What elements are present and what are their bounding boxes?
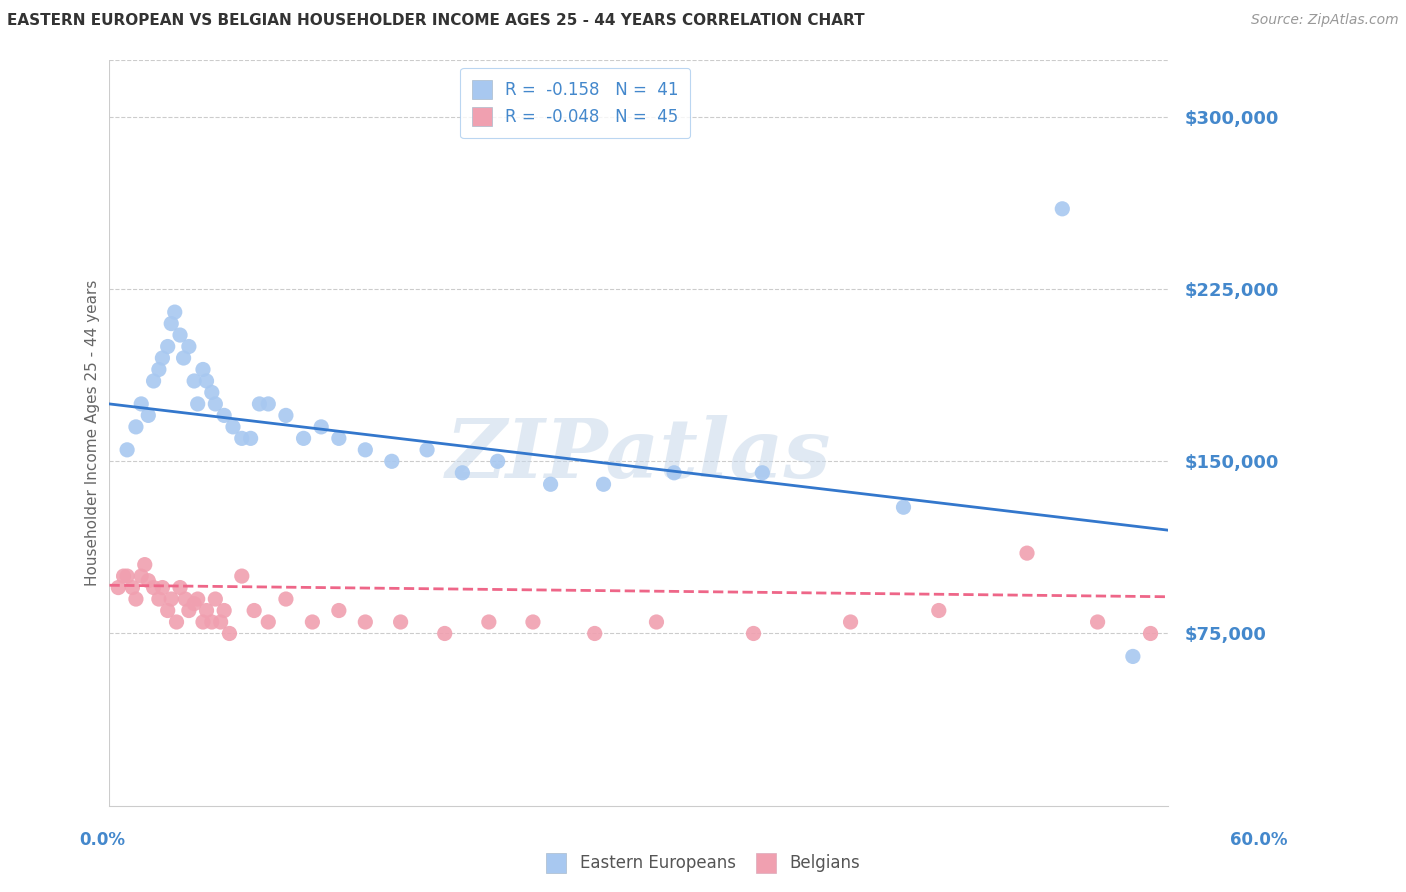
- Y-axis label: Householder Income Ages 25 - 44 years: Householder Income Ages 25 - 44 years: [86, 279, 100, 586]
- Point: [389, 615, 412, 629]
- Point: [231, 569, 253, 583]
- Point: [1015, 546, 1038, 560]
- Point: [292, 431, 315, 445]
- Point: [183, 597, 205, 611]
- Point: [1122, 649, 1144, 664]
- Point: [478, 615, 501, 629]
- Point: [839, 615, 862, 629]
- Point: [249, 397, 271, 411]
- Point: [522, 615, 544, 629]
- Point: [169, 328, 191, 343]
- Point: [115, 569, 138, 583]
- Point: [174, 592, 197, 607]
- Point: [231, 431, 253, 445]
- Point: [451, 466, 474, 480]
- Point: [222, 420, 245, 434]
- Point: [645, 615, 668, 629]
- Point: [201, 385, 224, 400]
- Point: [195, 603, 218, 617]
- Point: [381, 454, 404, 468]
- Text: ZIPatlas: ZIPatlas: [446, 415, 831, 495]
- Legend: Eastern Europeans, Belgians: Eastern Europeans, Belgians: [540, 847, 866, 880]
- Point: [257, 397, 280, 411]
- Point: [107, 581, 129, 595]
- Text: Source: ZipAtlas.com: Source: ZipAtlas.com: [1251, 13, 1399, 28]
- Point: [354, 615, 377, 629]
- Point: [166, 615, 188, 629]
- Point: [187, 397, 209, 411]
- Point: [274, 592, 297, 607]
- Point: [112, 569, 135, 583]
- Point: [751, 466, 773, 480]
- Point: [257, 615, 280, 629]
- Point: [148, 362, 170, 376]
- Point: [212, 603, 235, 617]
- Point: [148, 592, 170, 607]
- Point: [328, 431, 350, 445]
- Point: [187, 592, 209, 607]
- Text: 60.0%: 60.0%: [1230, 831, 1286, 849]
- Point: [583, 626, 606, 640]
- Point: [243, 603, 266, 617]
- Point: [433, 626, 456, 640]
- Point: [191, 615, 214, 629]
- Point: [486, 454, 509, 468]
- Point: [301, 615, 323, 629]
- Point: [129, 569, 152, 583]
- Point: [218, 626, 240, 640]
- Point: [156, 339, 179, 353]
- Point: [160, 592, 183, 607]
- Point: [183, 374, 205, 388]
- Text: 0.0%: 0.0%: [80, 831, 125, 849]
- Point: [1087, 615, 1109, 629]
- Point: [540, 477, 562, 491]
- Text: EASTERN EUROPEAN VS BELGIAN HOUSEHOLDER INCOME AGES 25 - 44 YEARS CORRELATION CH: EASTERN EUROPEAN VS BELGIAN HOUSEHOLDER …: [7, 13, 865, 29]
- Point: [928, 603, 950, 617]
- Point: [212, 409, 235, 423]
- Point: [893, 500, 915, 515]
- Point: [328, 603, 350, 617]
- Point: [136, 574, 159, 588]
- Point: [191, 362, 214, 376]
- Point: [173, 351, 195, 365]
- Point: [416, 442, 439, 457]
- Point: [209, 615, 232, 629]
- Point: [163, 305, 186, 319]
- Point: [115, 442, 138, 457]
- Point: [1139, 626, 1161, 640]
- Point: [152, 351, 174, 365]
- Point: [125, 592, 148, 607]
- Point: [152, 581, 174, 595]
- Legend: R =  -0.158   N =  41, R =  -0.048   N =  45: R = -0.158 N = 41, R = -0.048 N = 45: [460, 68, 690, 138]
- Point: [142, 374, 165, 388]
- Point: [169, 581, 191, 595]
- Point: [129, 397, 152, 411]
- Point: [742, 626, 765, 640]
- Point: [121, 581, 143, 595]
- Point: [309, 420, 332, 434]
- Point: [662, 466, 685, 480]
- Point: [204, 592, 226, 607]
- Point: [274, 409, 297, 423]
- Point: [239, 431, 262, 445]
- Point: [354, 442, 377, 457]
- Point: [136, 409, 159, 423]
- Point: [177, 339, 200, 353]
- Point: [125, 420, 148, 434]
- Point: [160, 317, 183, 331]
- Point: [195, 374, 218, 388]
- Point: [201, 615, 224, 629]
- Point: [204, 397, 226, 411]
- Point: [177, 603, 200, 617]
- Point: [156, 603, 179, 617]
- Point: [1052, 202, 1074, 216]
- Point: [142, 581, 165, 595]
- Point: [592, 477, 614, 491]
- Point: [134, 558, 156, 572]
